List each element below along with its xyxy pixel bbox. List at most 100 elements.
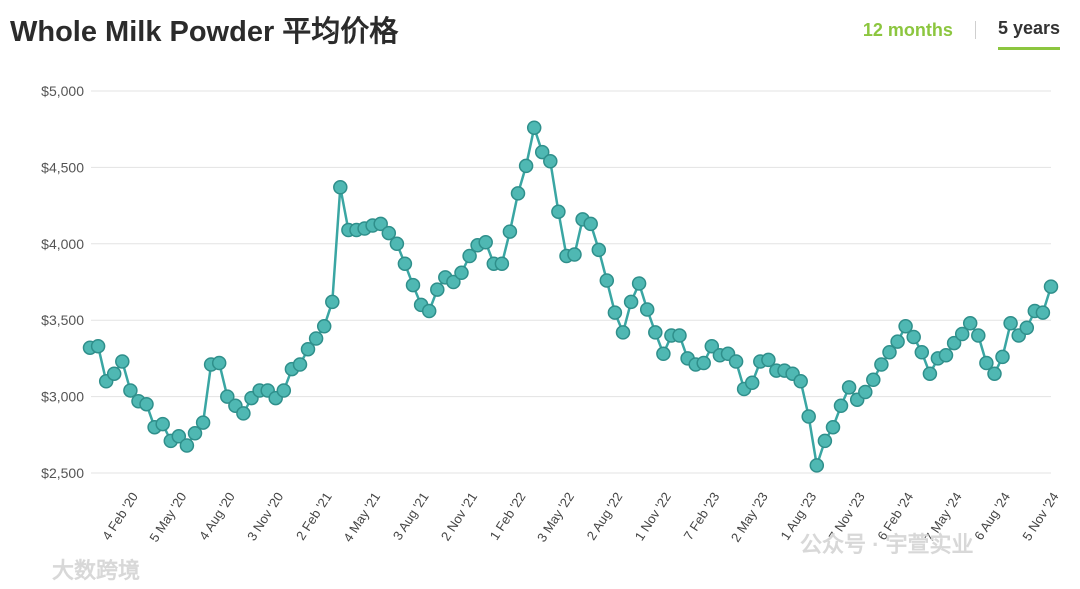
data-point[interactable] — [615, 325, 631, 340]
data-point[interactable] — [478, 235, 493, 250]
data-point[interactable] — [631, 276, 647, 291]
tab-5-years[interactable]: 5 years — [997, 18, 1060, 50]
data-point[interactable] — [187, 426, 203, 441]
data-point[interactable] — [220, 389, 235, 404]
data-point[interactable] — [922, 366, 938, 381]
data-point[interactable] — [704, 338, 720, 354]
data-point[interactable] — [979, 355, 994, 371]
data-point[interactable] — [139, 396, 154, 412]
data-point[interactable] — [534, 144, 550, 160]
data-point[interactable] — [292, 357, 308, 372]
data-point[interactable] — [962, 316, 978, 331]
data-point[interactable] — [607, 305, 623, 320]
data-point[interactable] — [866, 372, 881, 388]
data-point[interactable] — [890, 334, 905, 349]
data-point[interactable] — [276, 383, 292, 398]
data-point[interactable] — [171, 429, 187, 444]
tab-12-months[interactable]: 12 months — [862, 19, 953, 40]
data-point[interactable] — [430, 282, 445, 297]
data-point[interactable] — [987, 366, 1002, 381]
data-point[interactable] — [300, 341, 316, 357]
data-point[interactable] — [567, 247, 582, 262]
data-point[interactable] — [1035, 305, 1051, 320]
data-point[interactable] — [793, 374, 808, 389]
data-point[interactable] — [761, 352, 776, 368]
data-point[interactable] — [502, 224, 518, 239]
data-point[interactable] — [744, 375, 760, 391]
x-tick-label: 4 Feb '20 — [99, 489, 141, 542]
data-point[interactable] — [906, 329, 921, 345]
data-point[interactable] — [446, 274, 461, 290]
data-point[interactable] — [833, 398, 849, 414]
data-point[interactable] — [1019, 320, 1035, 336]
y-tick-label: $4,500 — [41, 159, 84, 175]
data-point[interactable] — [381, 225, 397, 241]
data-point[interactable] — [1043, 279, 1059, 294]
data-point[interactable] — [954, 326, 970, 342]
x-tick-label: 2 Feb '21 — [293, 489, 335, 542]
data-point[interactable] — [316, 319, 332, 334]
data-point[interactable] — [421, 303, 437, 319]
data-point[interactable] — [623, 294, 639, 310]
x-tick-label: 5 Nov '24 — [1019, 489, 1061, 543]
data-point[interactable] — [656, 346, 671, 362]
data-point[interactable] — [946, 335, 962, 351]
x-tick-label: 1 Feb '22 — [487, 489, 529, 542]
data-point[interactable] — [551, 204, 566, 219]
data-point[interactable] — [914, 345, 930, 360]
data-point[interactable] — [462, 248, 477, 264]
x-tick-label: 3 Nov '20 — [244, 489, 286, 543]
data-point[interactable] — [179, 438, 195, 453]
data-point[interactable] — [898, 319, 913, 334]
data-point[interactable] — [648, 325, 663, 340]
data-point[interactable] — [841, 380, 857, 395]
data-point[interactable] — [1003, 316, 1018, 331]
data-point[interactable] — [325, 294, 340, 310]
data-point[interactable] — [971, 328, 986, 343]
data-point[interactable] — [308, 331, 324, 346]
data-point[interactable] — [389, 236, 405, 252]
data-point[interactable] — [858, 384, 873, 400]
watermark-left: 大数跨境 — [52, 558, 140, 583]
data-point[interactable] — [696, 355, 711, 371]
watermark-right: 公众号 · 宇萱实业 — [800, 532, 974, 557]
x-tick-label: 3 Aug '21 — [390, 489, 432, 542]
x-tick-label: 2 May '23 — [728, 489, 771, 544]
data-point[interactable] — [639, 302, 655, 317]
data-point[interactable] — [882, 345, 897, 360]
data-point[interactable] — [543, 154, 558, 169]
data-point[interactable] — [672, 328, 687, 343]
data-point[interactable] — [591, 242, 607, 258]
data-point[interactable] — [728, 354, 744, 369]
data-point[interactable] — [195, 415, 211, 430]
data-point[interactable] — [995, 349, 1010, 365]
data-point[interactable] — [397, 256, 413, 271]
data-point[interactable] — [155, 416, 170, 432]
data-point[interactable] — [90, 338, 106, 354]
data-point[interactable] — [809, 458, 825, 473]
y-axis: $2,500 $3,000 $3,500 $4,000 $4,500 $5,000 — [41, 83, 84, 481]
data-point[interactable] — [801, 409, 816, 424]
data-point[interactable] — [938, 348, 954, 363]
x-tick-label: 4 May '21 — [340, 489, 383, 544]
data-point[interactable] — [373, 216, 388, 232]
data-point[interactable] — [405, 277, 421, 293]
data-point[interactable] — [123, 383, 138, 398]
data-point[interactable] — [518, 158, 534, 174]
data-point[interactable] — [817, 433, 833, 449]
data-point[interactable] — [211, 355, 227, 371]
data-point[interactable] — [510, 186, 526, 201]
data-point[interactable] — [333, 180, 348, 195]
data-point[interactable] — [454, 265, 469, 281]
data-point[interactable] — [583, 216, 598, 232]
data-point[interactable] — [825, 419, 841, 435]
x-tick-label: 7 Feb '23 — [681, 489, 723, 542]
data-point[interactable] — [874, 357, 889, 372]
data-point[interactable] — [106, 366, 122, 381]
data-point[interactable] — [115, 354, 130, 369]
data-point[interactable] — [599, 273, 615, 288]
data-point[interactable] — [526, 120, 542, 135]
data-point[interactable] — [494, 256, 510, 271]
data-point[interactable] — [236, 406, 251, 421]
